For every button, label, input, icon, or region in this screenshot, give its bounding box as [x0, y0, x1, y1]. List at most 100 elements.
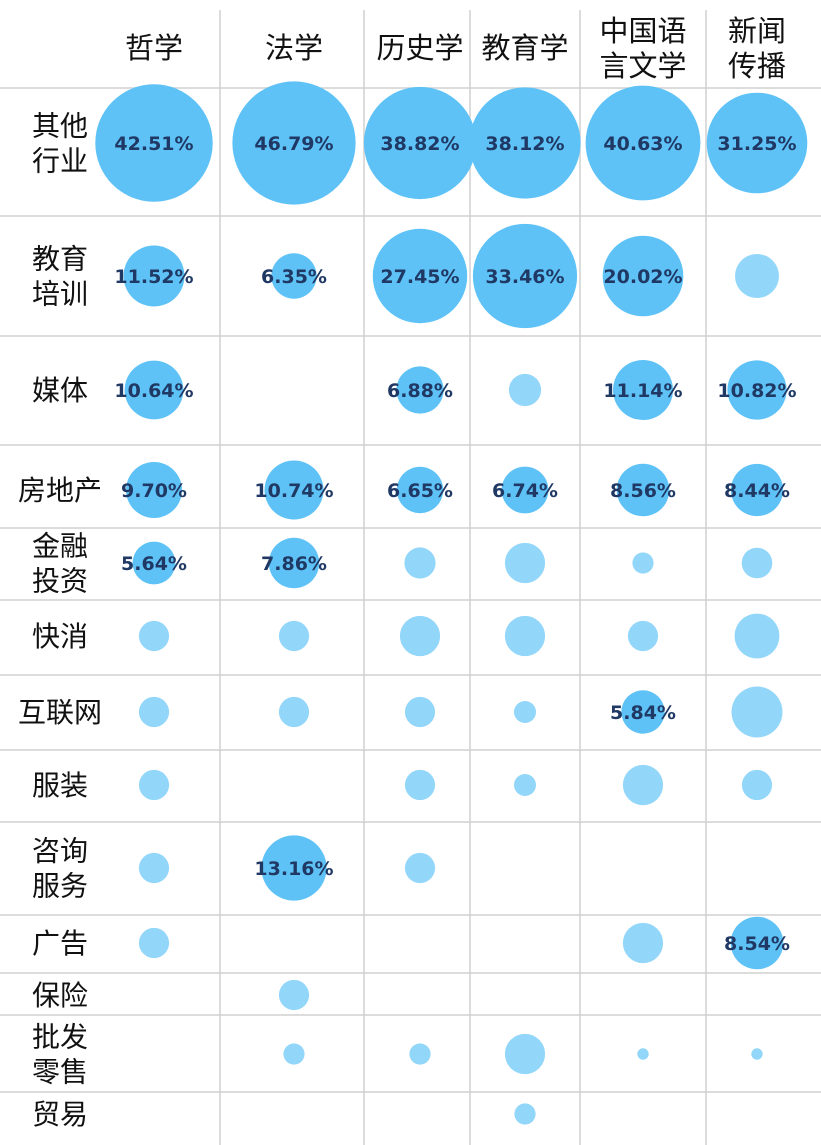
bubbles: [95, 81, 808, 1125]
value-labels: 42.51% 46.79% 38.82% 38.12% 40.63% 31.25% 11.5…: [114, 133, 796, 955]
bubble-r0-c2: [363, 86, 477, 200]
value-label-r3-c0: 9.70%: [121, 480, 187, 502]
bubble-r2-c0: [124, 360, 184, 420]
value-label-r6-c4: 5.84%: [610, 702, 676, 724]
row-label-3: 房地产: [18, 474, 102, 507]
row-label-10: 保险: [32, 979, 88, 1012]
bubble-r0-c3: [469, 87, 581, 199]
bubble-r7-c4: [622, 764, 664, 806]
column-label-3: 教育学: [481, 31, 568, 65]
bubble-r6-c5: [731, 686, 783, 738]
bubble-r12-c3: [514, 1103, 536, 1125]
value-label-r0-c0: 42.51%: [114, 133, 193, 155]
bubble-r7-c5: [741, 769, 773, 801]
bubble-r4-c5: [741, 547, 773, 579]
bubble-r1-c5: [735, 254, 779, 298]
value-label-r0-c1: 46.79%: [254, 133, 333, 155]
bubble-r11-c2: [409, 1043, 431, 1065]
bubble-r1-c1: [271, 253, 317, 299]
bubble-r11-c3: [504, 1033, 546, 1075]
bubble-r5-c2: [399, 615, 441, 657]
bubble-r1-c0: [123, 245, 185, 307]
bubble-r9-c4: [622, 922, 664, 964]
value-label-r3-c3: 6.74%: [492, 480, 558, 502]
row-label-1-line-1: 培训: [32, 278, 88, 311]
bubble-r9-c5: [730, 916, 784, 970]
bubble-r4-c0: [132, 541, 176, 585]
value-label-r1-c4: 20.02%: [603, 266, 682, 288]
row-label-2: 媒体: [32, 374, 88, 407]
bubble-r4-c2: [404, 547, 436, 579]
bubble-r6-c1: [278, 696, 310, 728]
value-label-r2-c5: 10.82%: [717, 380, 796, 402]
row-label-12: 贸易: [32, 1098, 88, 1131]
bubble-r2-c5: [727, 360, 787, 420]
column-label-0: 哲学: [125, 31, 183, 65]
bubble-r4-c3: [504, 542, 546, 584]
row-label-5: 快消: [32, 620, 88, 653]
bubble-r5-c4: [627, 620, 659, 652]
bubble-r8-c0: [138, 852, 170, 884]
bubble-r6-c0: [138, 696, 170, 728]
bubble-r9-c0: [138, 927, 170, 959]
value-label-r1-c1: 6.35%: [261, 266, 327, 288]
row-label-1-line-0: 教育: [32, 243, 88, 276]
bubble-r5-c5: [734, 613, 780, 659]
bubble-r3-c4: [616, 463, 670, 517]
bubble-r4-c4: [632, 552, 654, 574]
row-label-11-line-0: 批发: [32, 1021, 88, 1054]
bubble-r7-c2: [404, 769, 436, 801]
column-label-1: 法学: [265, 31, 323, 65]
column-label-4-line-0: 中国语: [599, 14, 686, 48]
bubble-r3-c5: [730, 463, 784, 517]
row-label-9: 广告: [32, 927, 88, 960]
value-label-r3-c4: 8.56%: [610, 480, 676, 502]
row-label-7: 服装: [32, 769, 88, 802]
bubble-r3-c3: [501, 466, 549, 514]
bubble-r8-c2: [404, 852, 436, 884]
bubble-r0-c5: [706, 92, 808, 194]
row-label-0-line-0: 其他: [32, 110, 88, 143]
bubble-r7-c0: [138, 769, 170, 801]
bubble-r6-c4: [621, 690, 665, 734]
value-label-r9-c5: 8.54%: [724, 933, 790, 955]
value-label-r3-c2: 6.65%: [387, 480, 453, 502]
value-label-r3-c1: 10.74%: [254, 480, 333, 502]
value-label-r0-c3: 38.12%: [485, 133, 564, 155]
bubble-r5-c0: [138, 620, 170, 652]
bubble-r2-c4: [613, 360, 673, 420]
row-label-6: 互联网: [18, 696, 102, 729]
value-label-r0-c5: 31.25%: [717, 133, 796, 155]
bubble-r1-c4: [602, 235, 684, 317]
row-label-4-line-1: 投资: [32, 565, 88, 598]
value-label-r0-c4: 40.63%: [603, 133, 682, 155]
bubble-r6-c2: [404, 696, 436, 728]
column-label-5-line-0: 新闻: [728, 14, 786, 48]
value-label-r2-c2: 6.88%: [387, 380, 453, 402]
bubble-r0-c1: [232, 81, 356, 205]
bubble-r11-c5: [751, 1048, 763, 1060]
bubble-r11-c1: [283, 1043, 305, 1065]
bubble-r10-c1: [278, 979, 310, 1011]
row-label-4-line-0: 金融: [32, 530, 88, 563]
value-label-r2-c0: 10.64%: [114, 380, 193, 402]
bubble-r0-c0: [95, 84, 213, 202]
column-label-2: 历史学: [376, 31, 463, 65]
bubble-r1-c2: [372, 228, 468, 324]
value-label-r1-c0: 11.52%: [114, 266, 193, 288]
value-label-r1-c2: 27.45%: [380, 266, 459, 288]
bubble-r2-c2: [396, 366, 444, 414]
bubble-r2-c3: [508, 373, 542, 407]
value-label-r3-c5: 8.44%: [724, 480, 790, 502]
bubble-r5-c1: [278, 620, 310, 652]
row-label-8-line-0: 咨询: [32, 835, 88, 868]
value-label-r0-c2: 38.82%: [380, 133, 459, 155]
bubble-r3-c1: [264, 460, 324, 520]
value-label-r2-c4: 11.14%: [603, 380, 682, 402]
column-label-5-line-1: 传播: [728, 49, 786, 83]
row-label-8-line-1: 服务: [32, 870, 88, 903]
value-label-r8-c1: 13.16%: [254, 858, 333, 880]
value-label-r4-c0: 5.64%: [121, 553, 187, 575]
